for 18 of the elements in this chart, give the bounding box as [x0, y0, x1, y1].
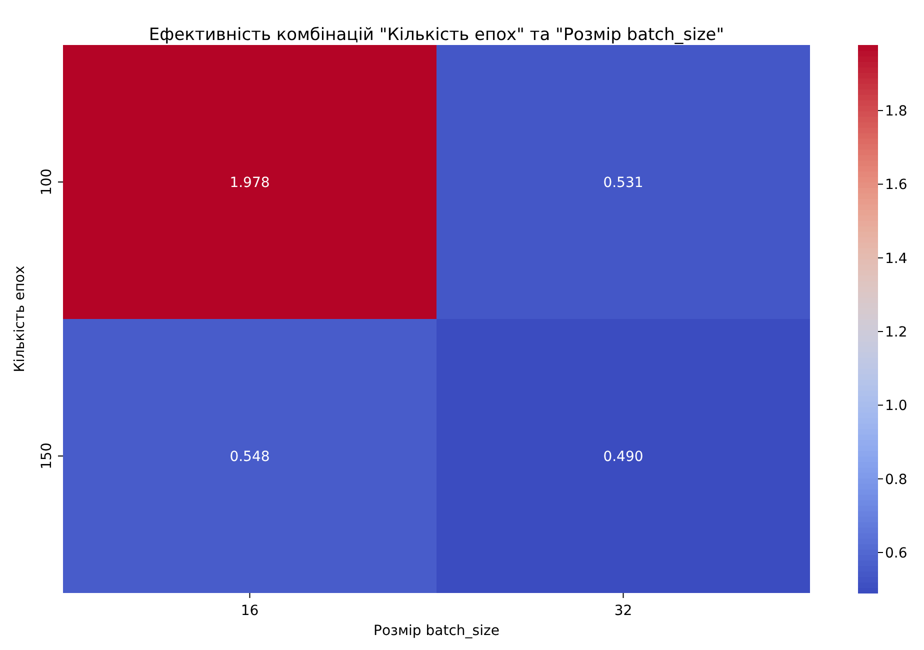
data-label: 1.978 — [230, 175, 270, 191]
color-bar-label: 0.6 — [885, 545, 908, 562]
color-bar-label: 1.6 — [885, 177, 908, 194]
color-bar-label: 1.0 — [885, 398, 908, 414]
data-label: 0.490 — [603, 449, 644, 465]
chart-title: Ефективність комбінацій "Кількість епох" та "Розмір batch_size" — [148, 25, 724, 45]
data-label: 0.548 — [230, 449, 270, 465]
y-axis-title: Кількість епох — [12, 266, 28, 372]
x-tick-label: 16 — [240, 603, 259, 619]
color-bar-label: 1.8 — [885, 104, 908, 120]
data-label: 0.531 — [603, 175, 644, 191]
y-tick-label: 150 — [39, 442, 55, 470]
x-axis-title: Розмір batch_size — [374, 623, 500, 639]
y-tick-label: 100 — [39, 168, 55, 196]
color-bar-label: 1.2 — [885, 324, 908, 341]
color-bar-label: 0.8 — [885, 472, 908, 488]
color-bar-label: 1.4 — [885, 250, 908, 267]
x-tick-label: 32 — [614, 603, 632, 619]
